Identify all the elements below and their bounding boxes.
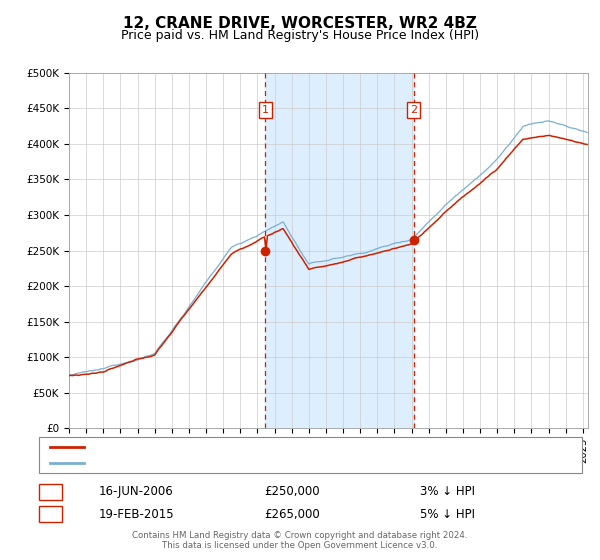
Text: 2: 2 xyxy=(410,105,418,115)
Text: 12, CRANE DRIVE, WORCESTER, WR2 4BZ: 12, CRANE DRIVE, WORCESTER, WR2 4BZ xyxy=(123,16,477,31)
Text: Contains HM Land Registry data © Crown copyright and database right 2024.: Contains HM Land Registry data © Crown c… xyxy=(132,531,468,540)
Text: 12, CRANE DRIVE, WORCESTER, WR2 4BZ (detached house): 12, CRANE DRIVE, WORCESTER, WR2 4BZ (det… xyxy=(89,442,417,452)
Text: £250,000: £250,000 xyxy=(264,485,320,498)
Text: 1: 1 xyxy=(47,485,54,498)
Text: 5% ↓ HPI: 5% ↓ HPI xyxy=(420,507,475,521)
Text: 19-FEB-2015: 19-FEB-2015 xyxy=(99,507,175,521)
Text: 1: 1 xyxy=(262,105,269,115)
Text: 16-JUN-2006: 16-JUN-2006 xyxy=(99,485,174,498)
Text: Price paid vs. HM Land Registry's House Price Index (HPI): Price paid vs. HM Land Registry's House … xyxy=(121,29,479,42)
Text: HPI: Average price, detached house, Worcester: HPI: Average price, detached house, Worc… xyxy=(89,458,346,468)
Text: This data is licensed under the Open Government Licence v3.0.: This data is licensed under the Open Gov… xyxy=(163,541,437,550)
Text: £265,000: £265,000 xyxy=(264,507,320,521)
Text: 3% ↓ HPI: 3% ↓ HPI xyxy=(420,485,475,498)
Text: 2: 2 xyxy=(47,507,54,521)
